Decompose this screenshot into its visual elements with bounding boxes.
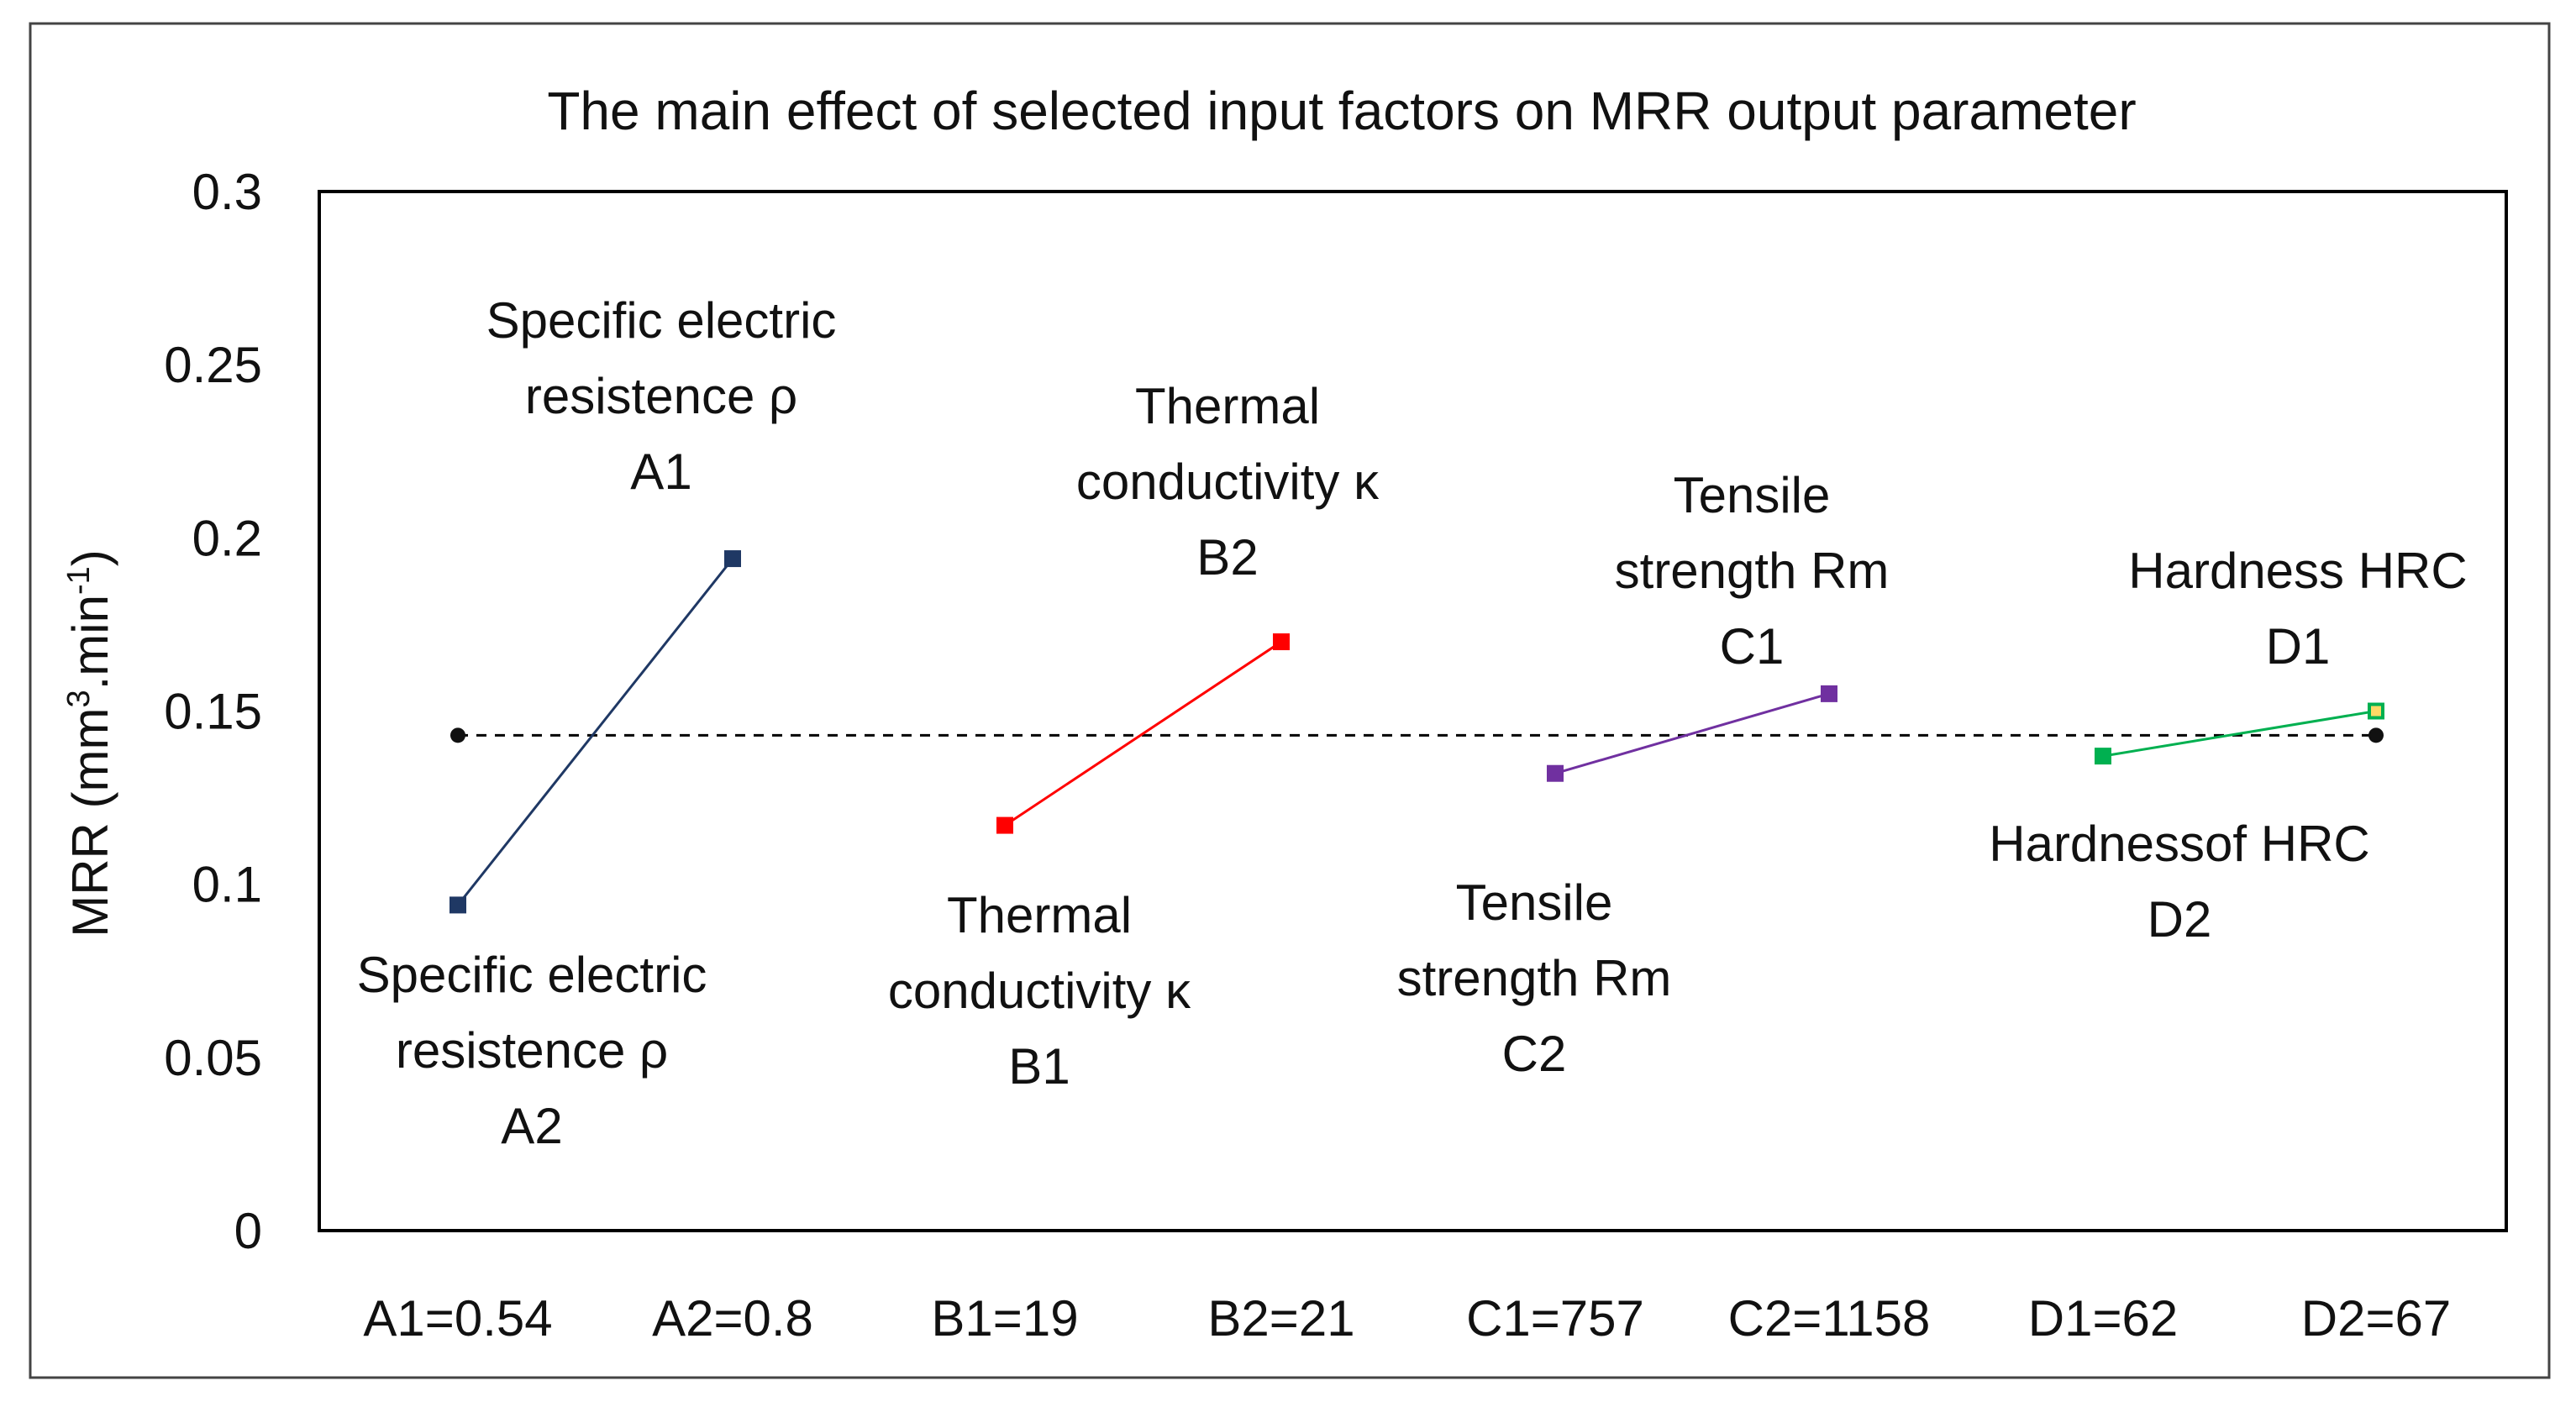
series-point-marker [1821, 685, 1837, 702]
series-point-marker [2095, 748, 2111, 765]
series-line-1 [456, 558, 734, 906]
y-tick-label: 0.25 [164, 337, 262, 393]
annotation-label-c1: Tensile strength Rm C1 [1615, 467, 1890, 675]
series-point-marker [1273, 633, 1290, 651]
series-line-4 [2102, 710, 2377, 758]
annotation-line: A2 [501, 1098, 562, 1154]
annotation-line: B2 [1196, 529, 1258, 585]
annotation-line: Tensile [1456, 874, 1613, 931]
annotation-label-b2: Thermal conductivity κ B2 [1076, 378, 1380, 585]
series-point-marker [449, 896, 466, 914]
annotation-line: Hardness HRC [2128, 543, 2467, 599]
highlight-point-marker [2371, 706, 2381, 717]
annotation-line: conductivity κ [1076, 454, 1380, 510]
annotation-line: resistence ρ [525, 368, 797, 424]
annotation-label-d2: Hardnessof HRC D2 [1989, 816, 2370, 948]
series-line-2 [1004, 640, 1282, 827]
annotation-line: Specific electric [357, 947, 707, 1003]
annotation-line: C1 [1720, 618, 1785, 675]
ticks-layer: 0 0.05 0.1 0.15 0.2 0.25 0.3 A1=0.54 A2=0.8 B1=19… [164, 164, 2451, 1347]
mean-point-marker [450, 727, 465, 743]
y-tick-label: 0.3 [192, 164, 262, 220]
chart-title: The main effect of selected input factor… [547, 81, 2136, 141]
annotation-line: strength Rm [1615, 543, 1890, 599]
annotation-label-a1: Specific electric resistence ρ A1 [486, 292, 837, 500]
y-tick-label: 0 [234, 1203, 262, 1259]
annotation-label-b1: Thermal conductivity κ B1 [888, 887, 1191, 1095]
mean-point-marker [2368, 727, 2384, 743]
annotation-line: strength Rm [1397, 950, 1672, 1006]
annotation-line: D2 [2148, 891, 2212, 948]
series-point-marker [996, 816, 1013, 834]
x-tick-label: D1=62 [2028, 1290, 2178, 1347]
annotation-line: resistence ρ [396, 1022, 668, 1079]
x-tick-label: D2=67 [2301, 1290, 2451, 1347]
annotation-line: Specific electric [486, 292, 837, 349]
marks-layer [449, 550, 2384, 914]
x-tick-label: B1=19 [931, 1290, 1078, 1347]
plot-area [318, 190, 2508, 1232]
annotation-line: Tensile [1674, 467, 1831, 523]
annotation-label-c2: Tensile strength Rm C2 [1397, 874, 1672, 1082]
annotation-line: A1 [630, 444, 691, 500]
y-axis-label: MRR (mm3.min-1) [61, 549, 118, 937]
y-tick-label: 0.05 [164, 1030, 262, 1086]
annotation-line: D1 [2266, 618, 2331, 675]
y-tick-label: 0.2 [192, 510, 262, 566]
x-tick-label: C1=757 [1466, 1290, 1644, 1347]
annotation-line: Thermal [1135, 378, 1320, 434]
x-tick-label: A2=0.8 [652, 1290, 813, 1347]
x-tick-label: B2=21 [1207, 1290, 1354, 1347]
annotation-line: B1 [1008, 1038, 1070, 1095]
series-point-marker [1547, 764, 1564, 782]
x-tick-label: A1=0.54 [363, 1290, 552, 1347]
annotation-line: Hardnessof HRC [1989, 816, 2370, 872]
annotation-line: Thermal [947, 887, 1132, 943]
annotation-label-d1: Hardness HRC D1 [2128, 543, 2467, 675]
x-tick-label: C2=1158 [1728, 1290, 1931, 1347]
annotation-line: C2 [1502, 1026, 1567, 1082]
y-tick-label: 0.1 [192, 857, 262, 913]
annotation-label-a2: Specific electric resistence ρ A2 [357, 947, 707, 1154]
series-point-marker [724, 550, 741, 568]
annotation-line: conductivity κ [888, 963, 1191, 1019]
series-line-3 [1554, 692, 1830, 775]
y-tick-label: 0.15 [164, 684, 262, 740]
annotations-layer: Specific electric resistence ρ A1Specific … [357, 292, 2468, 1154]
